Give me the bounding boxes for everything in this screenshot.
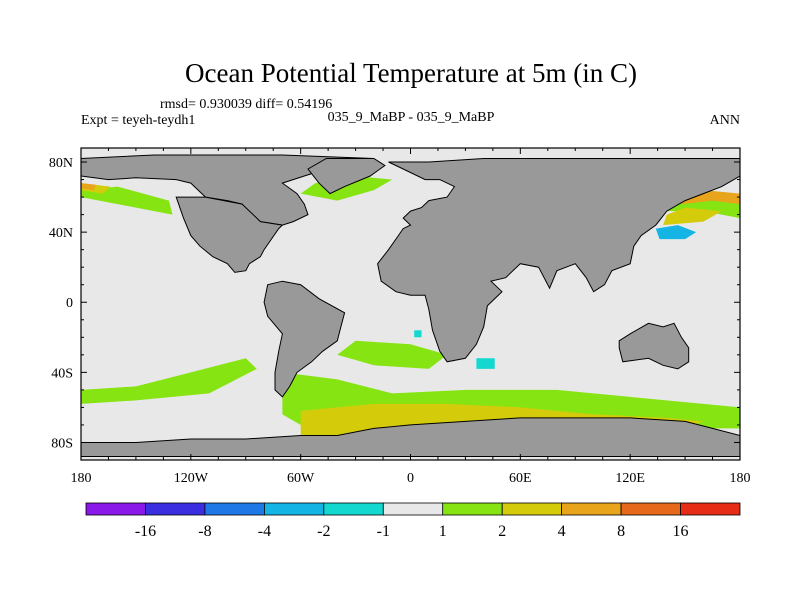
x-tick-label: 0: [407, 471, 414, 486]
comparison-label: 035_9_MaBP - 035_9_MaBP: [328, 110, 495, 125]
stats-label: rmsd= 0.930039 diff= 0.54196: [160, 97, 332, 112]
colorbar-swatch: [561, 502, 622, 516]
y-tick-label: 0: [66, 296, 73, 311]
bering-core-anomaly: [81, 183, 96, 191]
kuroshio-warm-anomaly: [663, 207, 722, 226]
colorbar: -16 -8 -4 -2 -1 1 2 4 8 16: [85, 502, 741, 540]
x-tick-label: 60W: [287, 471, 315, 486]
australia-landmass: [618, 322, 690, 370]
x-tick-label: 60E: [509, 471, 532, 486]
colorbar-label: 16: [673, 523, 689, 540]
colorbar-swatch: [85, 502, 146, 516]
north-america-south-landmass: [175, 196, 284, 273]
y-tick-label: 80S: [51, 436, 73, 451]
x-tick-label: 180: [730, 471, 751, 486]
chart-title: Ocean Potential Temperature at 5m (in C): [185, 58, 637, 88]
x-tick-label: 120E: [615, 471, 645, 486]
colorbar-swatch: [145, 502, 206, 516]
y-tick-label: 40S: [51, 366, 73, 381]
y-axis: 80N 40N 0 40S 80S: [49, 156, 740, 451]
x-tick-label: 120W: [174, 471, 209, 486]
eurasia-africa-landmass: [377, 158, 740, 363]
colorbar-swatch: [442, 502, 503, 516]
experiment-label: Expt = teyeh-teydh1: [81, 113, 195, 128]
colorbar-swatch: [501, 502, 563, 516]
colorbar-label: -16: [135, 523, 156, 540]
colorbar-swatch: [680, 502, 741, 516]
colorbar-swatch: [382, 502, 444, 516]
colorbar-label: -8: [198, 523, 211, 540]
season-label: ANN: [710, 113, 740, 128]
northeast-pacific-band-anomaly: [81, 186, 173, 215]
south-atlantic-band-anomaly: [337, 340, 448, 369]
land-layer: [81, 154, 740, 457]
colorbar-label: 1: [439, 523, 447, 540]
colorbar-label: -2: [317, 523, 330, 540]
southeast-pacific-band-anomaly: [81, 358, 257, 404]
colorbar-swatch: [204, 502, 265, 516]
y-tick-label: 40N: [49, 226, 73, 241]
greenland-island-landmass: [307, 158, 386, 195]
colorbar-swatch: [323, 502, 384, 516]
indian-ocean-cool-anomaly: [476, 358, 495, 369]
x-axis: 180 120W 60W 0 60E 120E 180: [71, 148, 751, 486]
colorbar-swatch: [620, 502, 681, 516]
equatorial-atlantic-cool-anomaly: [414, 330, 422, 338]
x-tick-label: 180: [71, 471, 92, 486]
northwest-pacific-cool-anomaly: [655, 225, 697, 240]
colorbar-label: 2: [498, 523, 506, 540]
colorbar-swatch: [263, 502, 325, 516]
colorbar-label: -1: [377, 523, 390, 540]
south-america-landmass: [263, 280, 346, 398]
colorbar-label: 4: [558, 523, 566, 540]
colorbar-label: 8: [617, 523, 625, 540]
y-tick-label: 80N: [49, 156, 73, 171]
colorbar-label: -4: [258, 523, 271, 540]
antarctica-landmass: [81, 417, 740, 457]
